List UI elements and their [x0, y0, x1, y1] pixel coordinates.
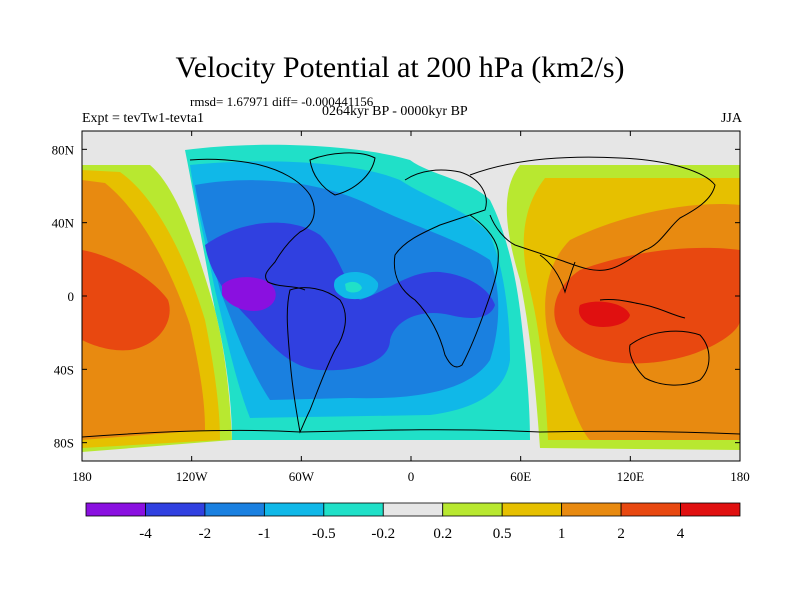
y-tick-label: 40S — [54, 362, 74, 377]
colorbar-swatch — [442, 502, 503, 517]
colorbar-swatch — [561, 502, 622, 517]
coast-north-america — [189, 158, 315, 291]
coast-maritime — [599, 299, 686, 319]
y-tick-label: 40N — [52, 216, 75, 231]
contour-atlantic-core — [345, 281, 362, 293]
chart-title: Velocity Potential at 200 hPa (km2/s) — [175, 51, 625, 84]
colorbar-swatch — [382, 502, 444, 517]
colorbar-swatch — [620, 502, 681, 517]
coast-australia — [629, 330, 710, 386]
rmsd-text: rmsd= 1.67971 diff= -0.000441156 — [190, 94, 374, 109]
x-tick-label: 60E — [510, 469, 531, 484]
x-tick-label: 120W — [176, 469, 209, 484]
colorbar-label: 2 — [617, 526, 625, 542]
colorbar-label: 1 — [558, 526, 566, 542]
colorbar-swatch — [501, 502, 563, 517]
colorbar-label: -0.5 — [312, 526, 336, 542]
colorbar-swatch — [680, 502, 741, 517]
x-axis: 180 120W 60W 0 60E 120E 180 — [72, 131, 750, 484]
x-tick-label: 0 — [408, 469, 415, 484]
colorbar-label: 0.2 — [433, 526, 452, 542]
colorbar-label: -0.2 — [371, 526, 395, 542]
coastlines — [82, 152, 740, 438]
colorbar-swatch — [323, 502, 384, 517]
colorbar: -4 -2 -1 -0.5 -0.2 0.2 0.5 1 2 4 — [85, 502, 741, 542]
coast-antarctica — [82, 429, 740, 438]
y-axis: 80S 40S 0 40N 80N — [52, 142, 740, 451]
colorbar-swatch — [85, 502, 146, 517]
colorbar-label: -1 — [258, 526, 271, 542]
x-tick-label: 180 — [730, 469, 750, 484]
colorbar-label: 4 — [677, 526, 685, 542]
season-label: JJA — [720, 111, 742, 126]
contour-east-core — [578, 301, 630, 327]
contour-field — [82, 144, 740, 452]
experiment-label: Expt = tevTw1-tevta1 — [82, 111, 204, 126]
y-tick-label: 80N — [52, 142, 75, 157]
y-tick-label: 0 — [68, 289, 75, 304]
x-tick-label: 60W — [289, 469, 315, 484]
colorbar-label: -2 — [199, 526, 212, 542]
coast-south-america — [286, 287, 346, 434]
period-label: 0264kyr BP - 0000kyr BP — [322, 104, 468, 119]
coast-greenland — [309, 152, 376, 196]
x-tick-label: 120E — [617, 469, 645, 484]
colorbar-swatch — [204, 502, 265, 517]
coast-europe-africa — [393, 169, 499, 368]
contour-neg-4 — [222, 277, 276, 311]
x-tick-label: 180 — [72, 469, 92, 484]
y-tick-label: 80S — [54, 436, 74, 451]
coast-asia — [469, 156, 716, 271]
colorbar-label: 0.5 — [493, 526, 512, 542]
colorbar-swatch — [145, 502, 206, 517]
colorbar-swatch — [263, 502, 325, 517]
coast-india — [539, 254, 576, 294]
colorbar-label: -4 — [139, 526, 152, 542]
contour-pacific-4 — [82, 250, 170, 351]
